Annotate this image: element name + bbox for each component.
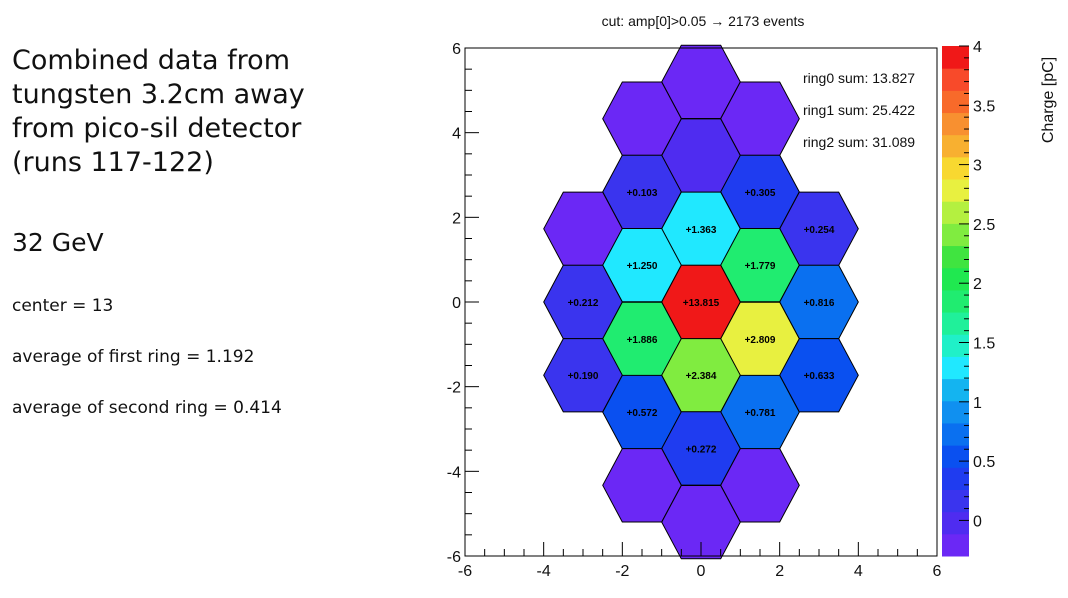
x-tick-label: 0 <box>697 563 706 580</box>
y-tick-label: 2 <box>452 210 461 227</box>
colorbar-swatch <box>942 201 969 224</box>
colorbar-tick-label: 3 <box>973 158 982 175</box>
y-tick-label: -2 <box>447 380 461 397</box>
colorbar-swatch <box>942 422 969 446</box>
colorbar-label: Charge [pC] <box>1040 57 1057 143</box>
second-ring-stat: average of second ring = 0.414 <box>12 398 282 418</box>
cell-value-label: +1.886 <box>627 335 658 346</box>
y-tick-label: -6 <box>447 549 461 566</box>
chart-title: cut: amp[0]>0.05 → 2173 events <box>602 13 805 29</box>
center-stat: center = 13 <box>12 296 114 316</box>
colorbar-tick-label: 2.5 <box>973 217 995 234</box>
x-tick-label: -2 <box>615 563 629 580</box>
x-tick-label: 2 <box>775 563 784 580</box>
colorbar-swatch <box>942 46 969 69</box>
y-tick-label: 0 <box>452 295 461 312</box>
cell-value-label: +0.816 <box>804 298 835 309</box>
y-tick-label: 4 <box>452 126 461 143</box>
title-line: tungsten 3.2cm away <box>12 79 305 110</box>
colorbar-swatch <box>942 400 969 424</box>
colorbar-swatch <box>942 68 969 91</box>
colorbar-swatch <box>942 511 969 535</box>
y-tick-label: -4 <box>447 464 461 481</box>
first-ring-stat: average of first ring = 1.192 <box>12 347 255 367</box>
ring-sum-annotation: ring2 sum: 31.089 <box>803 134 915 150</box>
x-tick-label: -6 <box>458 563 472 580</box>
colorbar-swatch <box>942 223 969 247</box>
title-line: (runs 117-122) <box>12 147 214 178</box>
x-tick-label: -4 <box>537 563 551 580</box>
colorbar-tick-label: 1.5 <box>973 336 995 353</box>
colorbar-tick-label: 1 <box>973 395 982 412</box>
colorbar-tick-label: 0.5 <box>973 454 995 471</box>
colorbar-swatch <box>942 334 969 357</box>
colorbar-swatch <box>942 179 969 202</box>
cell-value-label: +13.815 <box>683 298 720 309</box>
beam-energy: 32 GeV <box>12 228 104 257</box>
colorbar-swatch <box>942 156 969 180</box>
ring-sum-annotation: ring1 sum: 25.422 <box>803 102 915 118</box>
slide-title: Combined data from tungsten 3.2cm away f… <box>12 44 305 180</box>
cell-value-label: +0.103 <box>627 188 658 199</box>
cell-value-label: +2.384 <box>686 371 717 382</box>
colorbar-swatch <box>942 134 969 158</box>
colorbar-swatch <box>942 356 969 380</box>
colorbar-swatch <box>942 267 969 291</box>
cell-value-label: +0.272 <box>686 444 717 455</box>
cell-value-label: +1.363 <box>686 225 717 236</box>
title-line: from pico-sil detector <box>12 113 302 144</box>
colorbar-swatch <box>942 289 969 313</box>
colorbar-swatch <box>942 112 969 136</box>
cell-value-label: +0.254 <box>804 225 835 236</box>
colorbar-tick-label: 3.5 <box>973 98 995 115</box>
cell-value-label: +0.190 <box>568 371 599 382</box>
colorbar-swatch <box>942 445 969 468</box>
cell-value-label: +0.572 <box>627 408 658 419</box>
ring-sum-annotation: ring0 sum: 13.827 <box>803 70 915 86</box>
x-tick-label: 4 <box>854 563 863 580</box>
colorbar-tick-label: 4 <box>973 39 982 56</box>
colorbar-swatch <box>942 312 969 335</box>
cell-value-label: +1.779 <box>745 261 776 272</box>
colorbar-swatch <box>942 489 969 513</box>
colorbar-tick-label: 0 <box>973 513 982 530</box>
x-tick-label: 6 <box>933 563 942 580</box>
colorbar-swatch <box>942 378 969 402</box>
cell-value-label: +0.781 <box>745 408 776 419</box>
cell-value-label: +0.633 <box>804 371 835 382</box>
colorbar-tick-label: 2 <box>973 276 982 293</box>
y-tick-label: 6 <box>452 41 461 58</box>
colorbar-swatch <box>942 533 969 557</box>
colorbar-swatch <box>942 467 969 490</box>
hex-cell <box>661 485 741 560</box>
colorbar-swatch <box>942 90 969 114</box>
colorbar-swatch <box>942 245 969 269</box>
cell-value-label: +0.305 <box>745 188 776 199</box>
cell-value-label: +0.212 <box>568 298 599 309</box>
cell-value-label: +2.809 <box>745 335 776 346</box>
cell-value-label: +1.250 <box>627 261 658 272</box>
title-line: Combined data from <box>12 45 290 76</box>
